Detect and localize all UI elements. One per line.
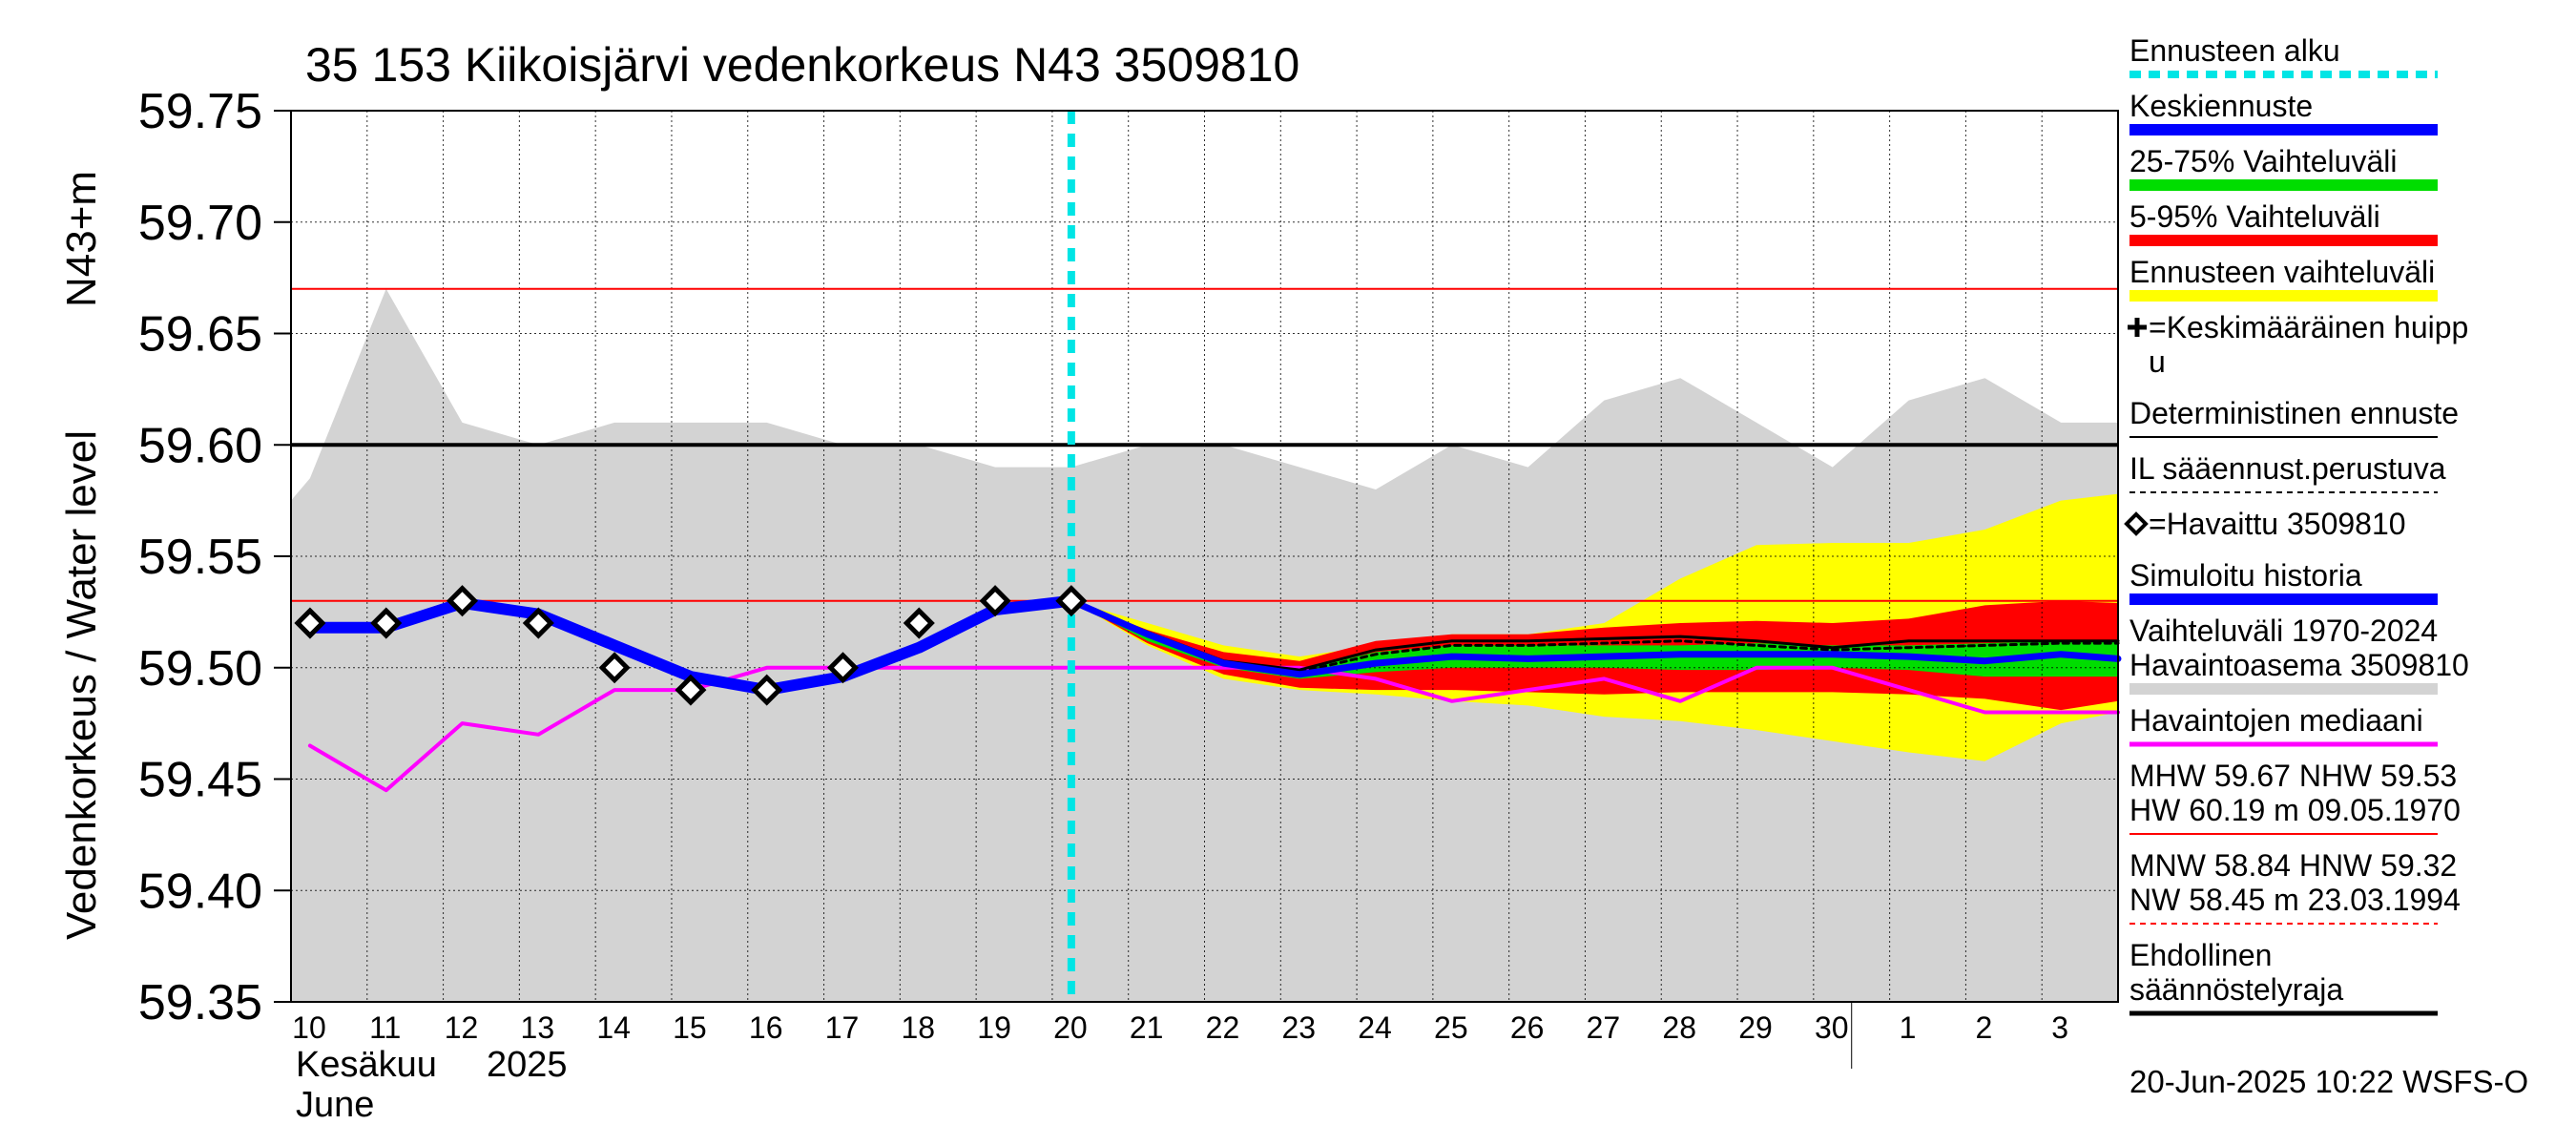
x-tick-label: 13 [521, 1010, 555, 1045]
y-tick-label: 59.50 [138, 641, 262, 697]
legend-label: MHW 59.67 NHW 59.53 [2129, 759, 2457, 793]
x-tick-label: 19 [977, 1010, 1011, 1045]
observed-point [826, 652, 860, 684]
y-tick-label: 59.55 [138, 530, 262, 585]
x-tick-label: 30 [1815, 1010, 1849, 1045]
legend-label: Keskiennuste [2129, 89, 2313, 123]
legend-label: MNW 58.84 HNW 59.32 [2129, 848, 2457, 883]
y-tick-label: 59.45 [138, 753, 262, 808]
legend-item-ennusteen-vaihteluv-li: Ennusteen vaihteluväli [2129, 255, 2438, 302]
x-tick-label: 11 [369, 1010, 401, 1045]
x-tick-label: 24 [1358, 1010, 1392, 1045]
legend-label: Havaintoasema 3509810 [2129, 648, 2469, 682]
x-tick-label: 23 [1281, 1010, 1316, 1045]
observed-point [370, 607, 403, 639]
legend-label: säännöstelyraja [2129, 972, 2343, 1007]
x-month-label: Kesäkuu [296, 1045, 437, 1085]
legend-label: Havaintojen mediaani [2129, 703, 2423, 738]
forecast-25-75-band [1070, 600, 2118, 679]
x-tick-label: 1 [1900, 1010, 1917, 1045]
legend-item-vaihteluv-li-1970-2024: Vaihteluväli 1970-2024 Havaintoasema 350… [2129, 614, 2469, 695]
legend-item-25-75-vaihteluv-li: 25-75% Vaihteluväli [2129, 144, 2438, 191]
y-tick-label: 59.70 [138, 196, 262, 251]
x-tick-label: 20 [1053, 1010, 1088, 1045]
x-tick-label: 12 [445, 1010, 479, 1045]
forecast-range-band [1070, 493, 2118, 761]
legend-item-5-95-vaihteluv-li: 5-95% Vaihteluväli [2129, 199, 2438, 246]
x-tick-label: 27 [1587, 1010, 1621, 1045]
legend-item-simuloitu-historia: Simuloitu historia [2129, 558, 2438, 605]
x-tick-label: 18 [901, 1010, 935, 1045]
observed-point [751, 674, 783, 706]
observation-median-line [307, 665, 2120, 793]
legend-item-ennusteen-alku: Ennusteen alku [2129, 33, 2438, 78]
y-tick-label: 59.60 [138, 418, 262, 473]
observed-point [1055, 585, 1088, 617]
observed-point [903, 607, 935, 639]
legend-item-havaittu-3509810: =Havaittu 3509810 [2124, 507, 2406, 541]
legend-label: 5-95% Vaihteluväli [2129, 199, 2380, 234]
observed-point [598, 652, 631, 684]
x-tick-label: 15 [673, 1010, 707, 1045]
legend-item-deterministinen-ennuste: Deterministinen ennuste [2129, 396, 2459, 438]
legend-label: IL sääennust.perustuva [2129, 451, 2446, 486]
diamond-marker-icon [2124, 511, 2149, 536]
legend-item-keskiennuste: Keskiennuste [2129, 89, 2438, 135]
chart-title: 35 153 Kiikoisjärvi vedenkorkeus N43 350… [305, 38, 1299, 92]
legend-label: HW 60.19 m 09.05.1970 [2129, 793, 2461, 827]
x-tick-label: 22 [1206, 1010, 1240, 1045]
x-tick-label: 3 [2051, 1010, 2068, 1045]
axes: 59.75 59.70 59.65 59.60 59.55 59.50 59.45 59.40… [58, 84, 2068, 1125]
x-tick-label: 25 [1434, 1010, 1468, 1045]
x-tick-label: 21 [1130, 1010, 1164, 1045]
y-tick-label: 59.75 [138, 84, 262, 139]
x-tick-label: 29 [1738, 1010, 1773, 1045]
observed-point [979, 585, 1011, 617]
legend: Ennusteen alku Keskiennuste 25-75% Vaihtel… [2124, 33, 2469, 1016]
x-tick-label: 2 [1975, 1010, 1992, 1045]
legend-label: =Havaittu 3509810 [2149, 507, 2406, 541]
legend-item-il-s-ennust-perustuva: IL sääennust.perustuva [2129, 451, 2446, 493]
x-tick-label: 14 [596, 1010, 631, 1045]
y-tick-label: 59.65 [138, 307, 262, 363]
observed-point [522, 607, 554, 639]
mean-forecast-line [1068, 597, 2122, 678]
plus-marker-icon [2128, 318, 2147, 337]
timestamp-footer: 20-Jun-2025 10:22 WSFS-O [2129, 1064, 2528, 1099]
plot-area [290, 110, 2122, 1003]
x-year-label: 2025 [487, 1045, 568, 1085]
y-tick-label: 59.40 [138, 864, 262, 919]
y-axis-label: Vedenkorkeus / Water level [58, 430, 105, 940]
legend-item-havaintojen-mediaani: Havaintojen mediaani [2129, 703, 2438, 747]
legend-label: Vaihteluväli 1970-2024 [2129, 614, 2438, 648]
x-tick-label: 10 [292, 1010, 326, 1045]
legend-label: u [2149, 344, 2166, 379]
legend-label: Ennusteen vaihteluväli [2129, 255, 2435, 289]
x-month-label-english: June [296, 1085, 374, 1125]
observed-point [446, 585, 479, 617]
y-tick-label: 59.35 [138, 975, 262, 1030]
observed-point [675, 674, 707, 706]
x-tick-label: 17 [825, 1010, 860, 1045]
legend-label: NW 58.45 m 23.03.1994 [2129, 883, 2461, 917]
x-tick-label: 16 [749, 1010, 783, 1045]
y-axis-unit: N43+m [58, 171, 105, 307]
legend-label: Deterministinen ennuste [2129, 396, 2459, 430]
legend-label: Simuloitu historia [2129, 558, 2362, 593]
observed-point [294, 607, 326, 639]
legend-label: Ennusteen alku [2129, 33, 2340, 68]
legend-label: Ehdollinen [2129, 938, 2272, 972]
legend-label: 25-75% Vaihteluväli [2129, 144, 2397, 178]
legend-label: =Keskimääräinen huipp [2149, 310, 2468, 344]
x-tick-label: 28 [1662, 1010, 1696, 1045]
x-tick-label: 26 [1510, 1010, 1545, 1045]
